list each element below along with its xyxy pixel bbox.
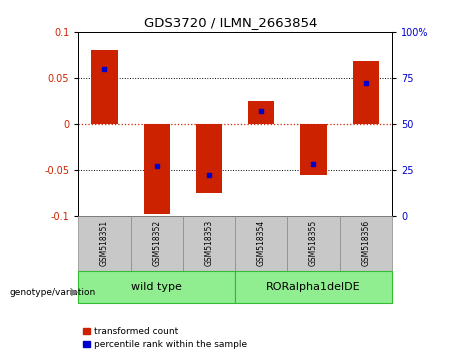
Text: GSM518354: GSM518354	[257, 220, 266, 267]
Bar	[78, 216, 130, 271]
Text: GSM518355: GSM518355	[309, 220, 318, 267]
Bar	[301, 124, 326, 175]
Bar	[248, 101, 274, 124]
Text: genotype/variation: genotype/variation	[9, 287, 95, 297]
Text: GSM518352: GSM518352	[152, 220, 161, 267]
Text: ▶: ▶	[71, 287, 79, 297]
Text: GSM518356: GSM518356	[361, 220, 370, 267]
Bar	[235, 271, 392, 303]
Text: wild type: wild type	[131, 282, 182, 292]
Bar	[78, 271, 235, 303]
Bar	[183, 216, 235, 271]
Legend: transformed count, percentile rank within the sample: transformed count, percentile rank withi…	[83, 327, 247, 349]
Text: GSM518353: GSM518353	[205, 220, 213, 267]
Bar	[287, 216, 340, 271]
Text: GDS3720 / ILMN_2663854: GDS3720 / ILMN_2663854	[144, 16, 317, 29]
Bar	[130, 216, 183, 271]
Bar	[353, 61, 379, 124]
Bar	[340, 216, 392, 271]
Bar	[196, 124, 222, 193]
Bar	[91, 50, 118, 124]
Text: GSM518351: GSM518351	[100, 220, 109, 267]
Bar	[235, 216, 287, 271]
Text: RORalpha1delDE: RORalpha1delDE	[266, 282, 361, 292]
Bar	[144, 124, 170, 214]
